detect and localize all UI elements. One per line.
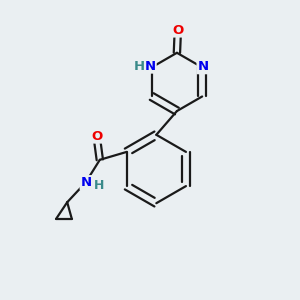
Text: H: H (94, 179, 104, 192)
Text: O: O (172, 23, 184, 37)
Text: O: O (91, 130, 102, 142)
Text: N: N (81, 176, 92, 189)
Text: H: H (134, 60, 145, 73)
Text: N: N (197, 60, 208, 73)
Text: N: N (145, 60, 156, 73)
